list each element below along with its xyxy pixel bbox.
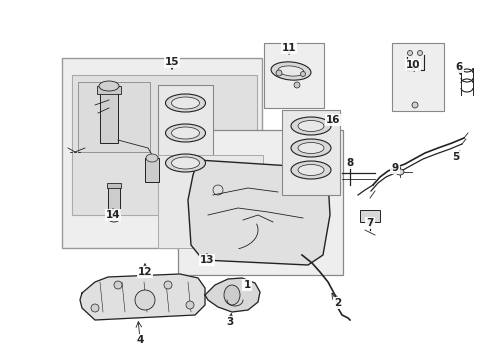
Ellipse shape: [411, 102, 417, 108]
Ellipse shape: [417, 50, 422, 55]
Text: 13: 13: [199, 255, 214, 265]
Ellipse shape: [297, 121, 324, 131]
Ellipse shape: [146, 154, 158, 162]
Text: 2: 2: [334, 298, 341, 308]
Text: 12: 12: [138, 267, 152, 277]
Ellipse shape: [91, 304, 99, 312]
Text: 9: 9: [390, 163, 398, 173]
Bar: [62, 58, 262, 248]
Ellipse shape: [99, 81, 119, 91]
Polygon shape: [80, 274, 204, 320]
Ellipse shape: [278, 66, 304, 76]
Bar: [359, 210, 379, 222]
Bar: [264, 43, 324, 108]
Ellipse shape: [185, 301, 194, 309]
Ellipse shape: [171, 157, 199, 169]
Text: 1: 1: [243, 280, 250, 290]
Ellipse shape: [275, 70, 282, 76]
Ellipse shape: [407, 50, 412, 55]
Ellipse shape: [171, 97, 199, 109]
Text: 8: 8: [346, 158, 353, 168]
Ellipse shape: [165, 94, 205, 112]
Ellipse shape: [300, 72, 305, 77]
Ellipse shape: [114, 281, 122, 289]
Ellipse shape: [270, 62, 310, 80]
Bar: [72, 75, 257, 215]
Bar: [178, 130, 342, 275]
Ellipse shape: [293, 82, 299, 88]
Ellipse shape: [297, 143, 324, 153]
Ellipse shape: [165, 154, 205, 172]
Text: 5: 5: [451, 152, 459, 162]
Ellipse shape: [224, 285, 240, 305]
Text: 16: 16: [325, 115, 340, 125]
Ellipse shape: [135, 290, 155, 310]
Bar: [391, 43, 443, 111]
Polygon shape: [187, 160, 329, 265]
Text: 3: 3: [226, 317, 233, 327]
Ellipse shape: [108, 214, 120, 222]
Text: 6: 6: [454, 62, 462, 72]
Ellipse shape: [290, 161, 330, 179]
Bar: [158, 155, 263, 248]
Ellipse shape: [165, 124, 205, 142]
Ellipse shape: [163, 281, 172, 289]
Bar: [108, 185, 120, 213]
Bar: [78, 82, 150, 152]
Ellipse shape: [290, 139, 330, 157]
Bar: [145, 158, 159, 182]
Bar: [158, 85, 213, 200]
Text: 7: 7: [366, 218, 373, 228]
Bar: [97, 86, 121, 94]
Bar: [100, 88, 118, 143]
Ellipse shape: [290, 117, 330, 135]
Bar: [107, 183, 121, 188]
Ellipse shape: [395, 169, 403, 175]
Text: 14: 14: [105, 210, 120, 220]
Polygon shape: [204, 278, 260, 312]
Text: 4: 4: [136, 335, 143, 345]
Ellipse shape: [171, 127, 199, 139]
Text: 11: 11: [281, 43, 296, 53]
Ellipse shape: [297, 165, 324, 175]
Text: 15: 15: [164, 57, 179, 67]
Text: 10: 10: [405, 60, 419, 70]
Bar: [282, 110, 339, 195]
